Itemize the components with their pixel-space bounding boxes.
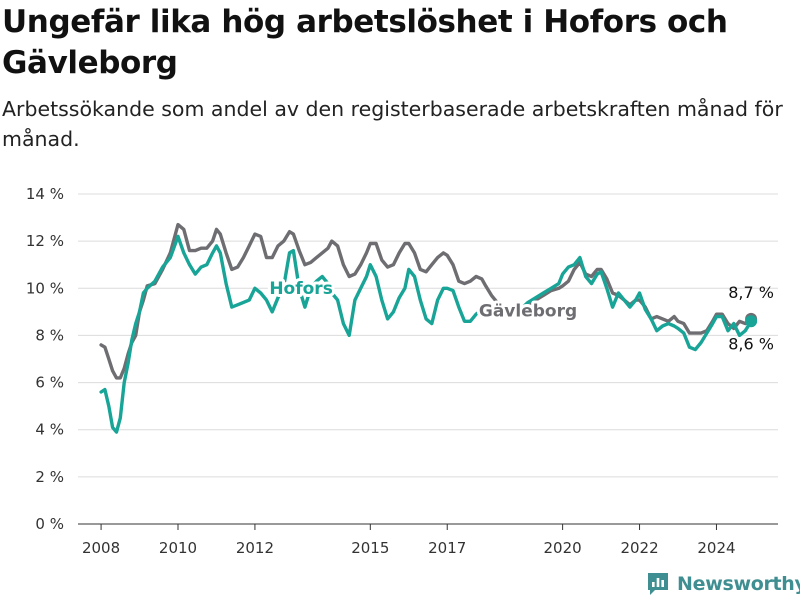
series-labels: Hofors Gävleborg [266,276,580,324]
series-lines [99,222,753,434]
chart-title: Ungefär lika hög arbetslöshet i Hofors o… [2,4,728,81]
y-tick-label: 12 % [26,232,64,250]
y-axis-tick-labels: 0 % 2 % 4 % 6 % 8 % 10 % 12 % 14 % [26,185,64,533]
x-tick-label: 2020 [544,539,582,557]
x-tick-label: 2012 [236,539,274,557]
x-tick-label: 2022 [620,539,658,557]
hofors-end-value-label: 8,6 % [728,334,774,353]
newsworthy-brand[interactable]: Newsworthy [645,570,800,598]
y-tick-label: 4 % [35,421,64,439]
y-tick-label: 10 % [26,279,64,297]
end-markers: 8,7 % 8,6 % [728,283,774,353]
series-line-hofors [99,234,753,434]
y-tick-label: 14 % [26,185,64,203]
x-tick-label: 2017 [428,539,466,557]
y-tick-label: 0 % [35,515,64,533]
newsworthy-logo-icon [648,573,668,595]
series-label: Gävleborg [479,302,577,322]
y-tick-label: 6 % [35,374,64,392]
x-tick-label: 2024 [697,539,735,557]
chart-subtitle: Arbetssökande som andel av den registerb… [2,97,783,151]
series-line-g-vleborg [99,222,753,380]
y-tick-label: 8 % [35,326,64,344]
x-axis: 2008 2010 2012 2015 2017 2020 2022 2024 [78,523,778,557]
gavleborg-end-value-label: 8,7 % [728,283,774,302]
hofors-end-marker [745,315,758,328]
x-tick-label: 2015 [351,539,389,557]
y-tick-label: 2 % [35,468,64,486]
series-label: Hofors [269,279,332,299]
grid-lines [78,193,778,525]
brand-name: Newsworthy [677,573,800,595]
x-tick-label: 2010 [159,539,197,557]
x-tick-label: 2008 [82,539,120,557]
